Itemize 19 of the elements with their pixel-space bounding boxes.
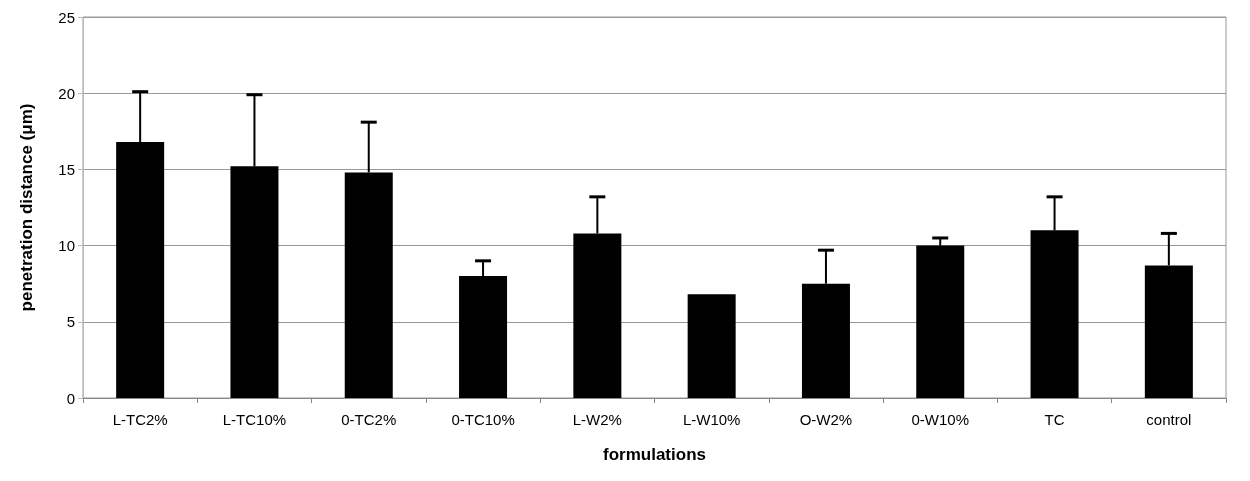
x-tick-label: L-TC10% [222,411,287,428]
x-tick-label: control [1146,411,1192,428]
x-tick-label: L-W10% [682,411,741,428]
x-tick-label: 0-TC2% [341,411,397,428]
x-tick-label: 0-W10% [911,411,970,428]
x-tick-label: L-TC2% [112,411,168,428]
y-tick-label: 5 [66,313,75,331]
y-axis-title: penetration distance (μm) [17,103,36,312]
x-axis-title: formulations [603,445,706,464]
y-tick-label: 0 [66,389,75,407]
x-tick-label: O-W2% [799,411,853,428]
x-tick-label: 0-TC10% [451,411,515,428]
x-tick-label: TC [1044,411,1065,428]
y-tick-label: 10 [58,237,75,255]
x-tick-label: L-W2% [572,411,622,428]
y-tick-label: 15 [58,160,75,178]
y-tick-label: 25 [58,8,75,26]
y-tick-label: 20 [58,84,75,102]
bar [687,294,736,398]
